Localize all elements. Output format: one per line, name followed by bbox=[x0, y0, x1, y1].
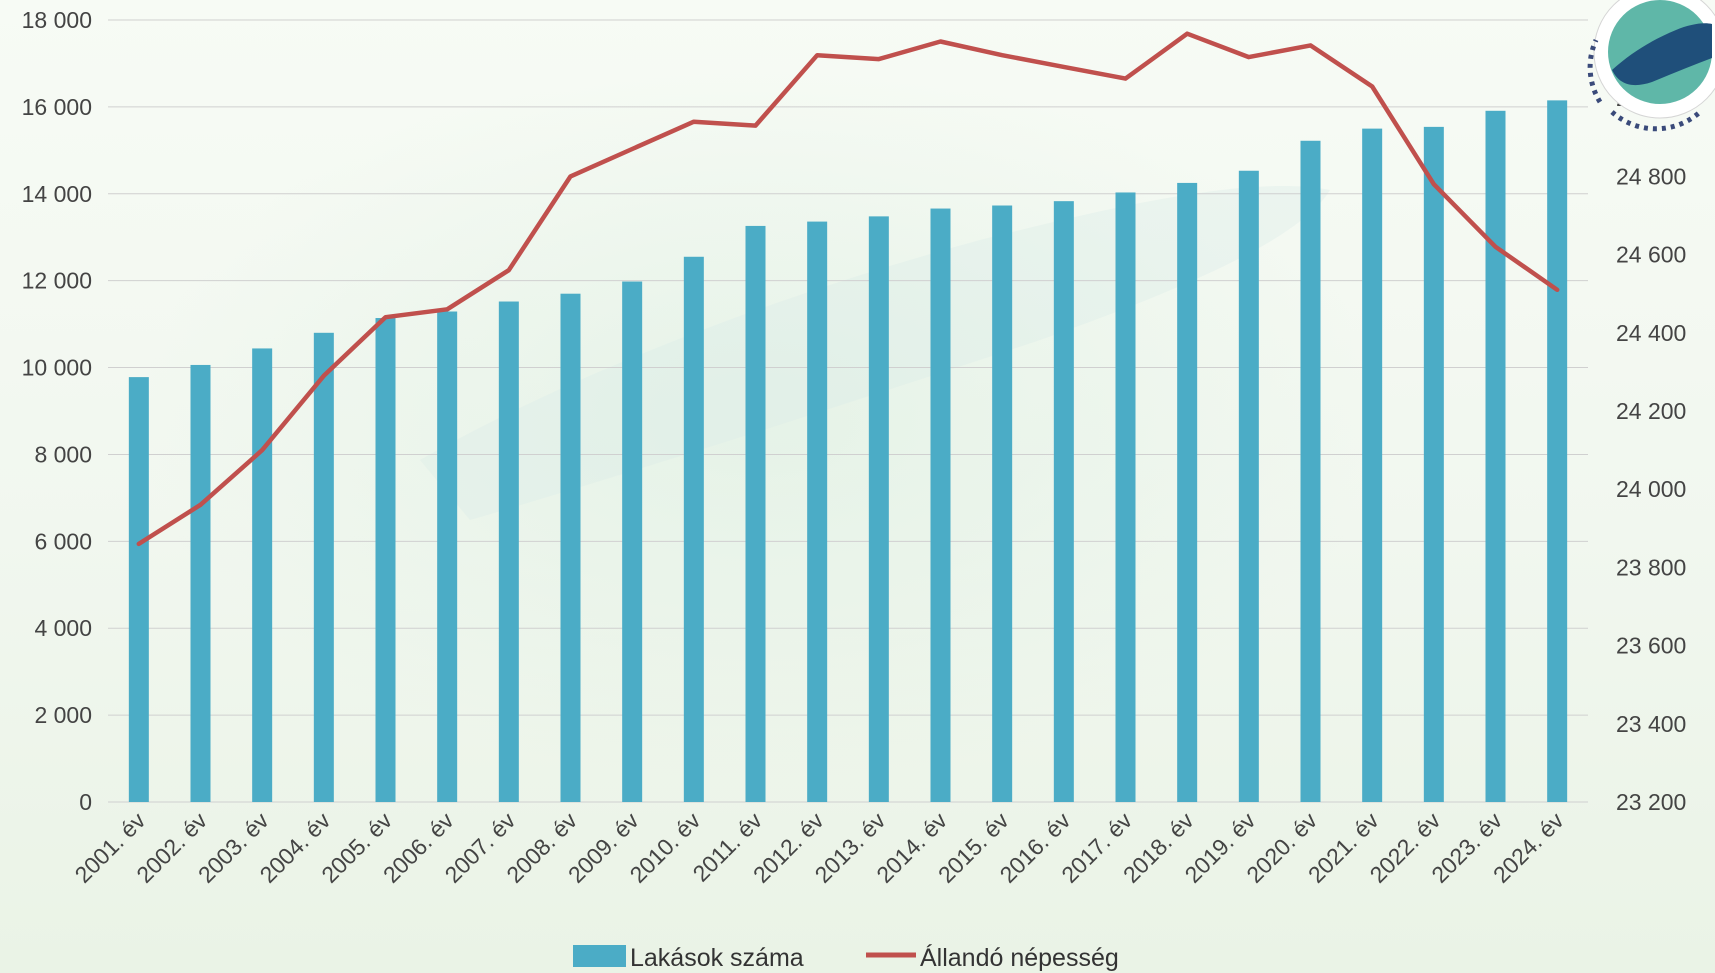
bar bbox=[437, 311, 458, 802]
bar bbox=[313, 332, 334, 802]
bar bbox=[807, 221, 828, 803]
y-left-tick-label: 12 000 bbox=[22, 268, 92, 294]
bar bbox=[1115, 192, 1136, 803]
y-right-tick-label: 23 400 bbox=[1616, 711, 1686, 737]
bar-series bbox=[128, 100, 1568, 803]
bar bbox=[190, 364, 211, 802]
y-left-tick-label: 4 000 bbox=[34, 615, 92, 641]
y-left-tick-label: 16 000 bbox=[22, 94, 92, 120]
legend-bar-swatch bbox=[573, 945, 626, 967]
bar bbox=[622, 281, 643, 803]
bar bbox=[992, 205, 1013, 802]
balaton-integracio-logo-icon bbox=[1587, 0, 1715, 132]
line-series bbox=[136, 31, 1560, 547]
legend: Lakások száma Állandó népesség bbox=[573, 943, 1119, 972]
bar bbox=[498, 301, 519, 802]
bar bbox=[1238, 170, 1259, 803]
y-left-tick-label: 14 000 bbox=[22, 181, 92, 207]
y-right-tick-label: 24 200 bbox=[1616, 398, 1686, 424]
bar bbox=[868, 216, 889, 802]
y-left-tick-label: 2 000 bbox=[34, 702, 92, 728]
legend-line-label: Állandó népesség bbox=[920, 943, 1119, 972]
y-right-tick-label: 23 800 bbox=[1616, 554, 1686, 580]
y-left-tick-label: 18 000 bbox=[22, 7, 92, 33]
right-axis: 23 200 23 400 23 600 23 800 24 000 24 200 24 4… bbox=[1616, 7, 1686, 815]
y-left-tick-label: 6 000 bbox=[34, 528, 92, 554]
population-line bbox=[136, 31, 1560, 547]
bar bbox=[375, 318, 396, 802]
y-right-tick-label: 23 200 bbox=[1616, 789, 1686, 815]
bar bbox=[745, 225, 766, 803]
bar bbox=[930, 208, 951, 802]
bar bbox=[560, 293, 581, 802]
y-left-tick-label: 8 000 bbox=[34, 441, 92, 467]
bar bbox=[128, 377, 149, 802]
bar bbox=[1177, 182, 1198, 802]
y-right-tick-label: 24 800 bbox=[1616, 163, 1686, 189]
bar bbox=[1053, 201, 1074, 802]
bar bbox=[683, 256, 704, 802]
gridlines bbox=[108, 19, 1588, 803]
y-right-tick-label: 23 600 bbox=[1616, 633, 1686, 659]
y-left-tick-label: 0 bbox=[79, 789, 92, 815]
y-right-tick-label: 24 000 bbox=[1616, 476, 1686, 502]
bar bbox=[252, 348, 273, 802]
bar bbox=[1423, 126, 1444, 802]
y-left-tick-label: 10 000 bbox=[22, 355, 92, 381]
bar bbox=[1547, 100, 1568, 803]
legend-bar-label: Lakások száma bbox=[630, 944, 804, 972]
bar bbox=[1362, 128, 1383, 803]
y-right-tick-label: 24 600 bbox=[1616, 242, 1686, 268]
bar bbox=[1485, 110, 1506, 802]
bar bbox=[1300, 140, 1321, 802]
left-axis: 0 2 000 4 000 6 000 8 000 10 000 12 000 14 000 1… bbox=[22, 7, 92, 815]
y-right-tick-label: 24 400 bbox=[1616, 320, 1686, 346]
